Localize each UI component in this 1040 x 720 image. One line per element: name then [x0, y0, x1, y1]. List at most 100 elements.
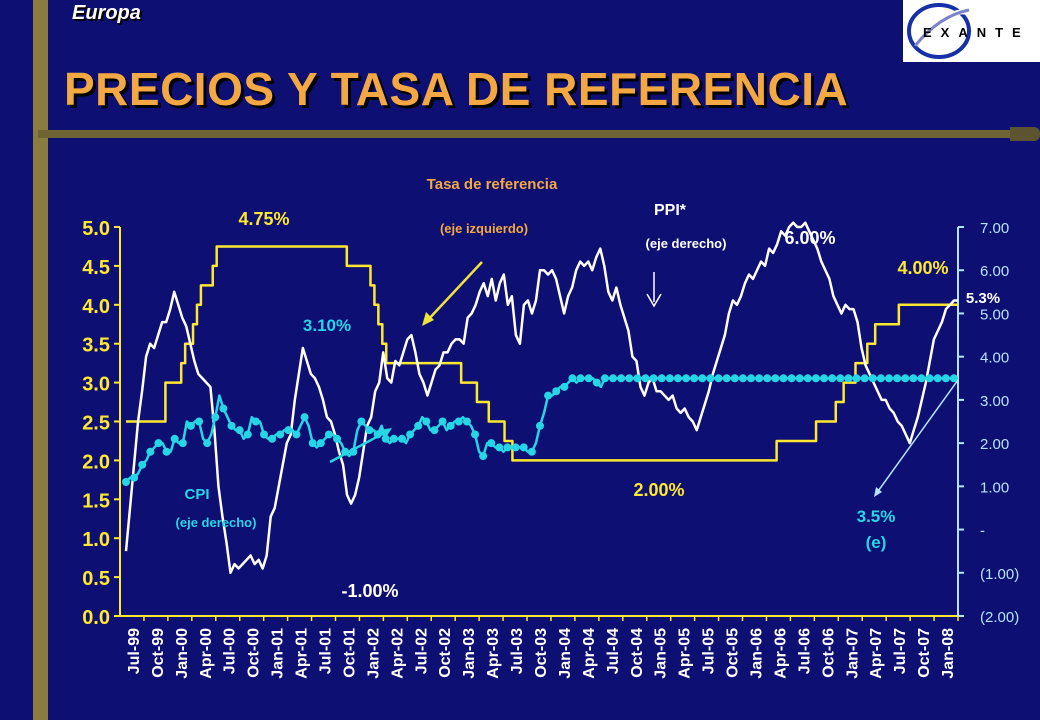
cpi-marker [828, 374, 837, 383]
cpi-marker [519, 443, 528, 452]
cpi-marker [738, 374, 747, 383]
cpi-marker [690, 374, 699, 383]
x-tick-label: Oct-04 [629, 628, 646, 678]
cpi-marker [397, 434, 406, 443]
label-6-00: 6.00% [784, 228, 835, 248]
cpi-marker [503, 443, 512, 452]
x-tick-label: Jan-06 [748, 628, 765, 679]
cpi-marker [535, 421, 544, 430]
ppi-sub-label: (eje derecho) [646, 236, 727, 251]
x-tick-label: Apr-04 [581, 628, 598, 679]
cpi-marker [544, 391, 553, 400]
cpi-marker [584, 374, 593, 383]
x-tick-label: Jul-00 [222, 628, 239, 674]
cpi-marker [803, 374, 812, 383]
left-tick-label: 0.5 [82, 568, 110, 590]
ppi-arrow-head [646, 293, 662, 308]
cpi-marker [755, 374, 764, 383]
cpi-marker [357, 417, 366, 426]
left-tick-label: 1.0 [82, 529, 110, 551]
cpi-marker [422, 417, 431, 426]
x-tick-label: Apr-03 [485, 628, 502, 679]
forecast-arrow [875, 379, 959, 495]
cpi-marker [876, 374, 885, 383]
cpi-marker [901, 374, 910, 383]
cpi-marker [787, 374, 796, 383]
cpi-marker [860, 374, 869, 383]
x-tick-label: Jul-07 [892, 628, 909, 674]
cpi-marker [844, 374, 853, 383]
cpi-marker [300, 413, 309, 422]
ppi-label: PPI* [654, 202, 687, 219]
cpi-sub-label: (eje derecho) [176, 515, 257, 530]
cpi-marker [917, 374, 926, 383]
x-tick-label: Oct-00 [246, 628, 263, 678]
left-tick-label: 3.0 [82, 374, 110, 396]
tasa-arrow-head [422, 312, 434, 326]
cpi-marker [795, 374, 804, 383]
cpi-marker [146, 447, 155, 456]
cpi-marker [657, 374, 666, 383]
cpi-marker [178, 439, 187, 448]
cpi-marker [714, 374, 723, 383]
cpi-marker [941, 374, 950, 383]
cpi-marker [333, 434, 342, 443]
cpi-marker [276, 430, 285, 439]
left-tick-label: 4.0 [82, 296, 110, 318]
region-label: Europa [72, 2, 141, 24]
x-tick-label: Jan-04 [557, 628, 574, 679]
right-tick-label: 3.00 [980, 393, 1009, 410]
left-tick-label: 4.5 [82, 257, 110, 279]
label-3-5: 3.5% [857, 507, 896, 526]
x-tick-label: Jul-99 [126, 628, 143, 674]
cpi-marker [527, 447, 536, 456]
x-tick-label: Apr-05 [677, 628, 694, 679]
title-underline-cap [1010, 127, 1040, 141]
cpi-marker [479, 452, 488, 461]
cpi-marker [251, 417, 260, 426]
cpi-marker [284, 426, 293, 435]
cpi-marker [389, 434, 398, 443]
cpi-marker [122, 478, 130, 487]
label-4-00: 4.00% [897, 258, 948, 278]
cpi-marker [138, 460, 147, 469]
left-tick-label: 2.5 [82, 413, 110, 435]
right-tick-label: 4.00 [980, 350, 1009, 367]
right-tick-label: (1.00) [980, 566, 1019, 583]
cpi-marker [495, 443, 504, 452]
cpi-marker [227, 421, 236, 430]
x-tick-label: Jul-04 [605, 628, 622, 674]
cpi-marker [446, 421, 455, 430]
right-tick-label: 7.00 [980, 220, 1009, 237]
cpi-marker [292, 430, 301, 439]
x-tick-label: Jan-03 [461, 628, 478, 679]
cpi-marker [195, 417, 204, 426]
label-4-75: 4.75% [238, 209, 289, 229]
cpi-marker [186, 421, 195, 430]
label-2-00: 2.00% [633, 480, 684, 500]
x-tick-label: Jul-05 [701, 628, 718, 674]
right-tick-label: (2.00) [980, 609, 1019, 626]
left-tick-label: 3.5 [82, 335, 110, 357]
x-tick-label: Apr-06 [772, 628, 789, 679]
cpi-marker [722, 374, 731, 383]
forecast-arrow-head [874, 487, 882, 497]
cpi-marker [592, 378, 601, 387]
cpi-marker [576, 374, 585, 383]
ppi-line [124, 221, 958, 575]
right-tick-label: 5.00 [980, 306, 1009, 323]
right-tick-label: 1.00 [980, 479, 1009, 496]
tasa-arrow [425, 261, 483, 323]
left-tick-label: 5.0 [82, 218, 110, 240]
x-tick-label: Jul-02 [413, 628, 430, 674]
cpi-marker [706, 374, 715, 383]
x-tick-label: Jan-00 [174, 628, 191, 679]
cpi-arrow [329, 430, 387, 464]
cpi-marker [633, 374, 642, 383]
cpi-marker [430, 426, 439, 435]
cpi-marker [203, 439, 212, 448]
cpi-marker [885, 374, 894, 383]
title-underline-bar [38, 130, 1010, 138]
label-5-3: 5.3% [966, 290, 1000, 307]
